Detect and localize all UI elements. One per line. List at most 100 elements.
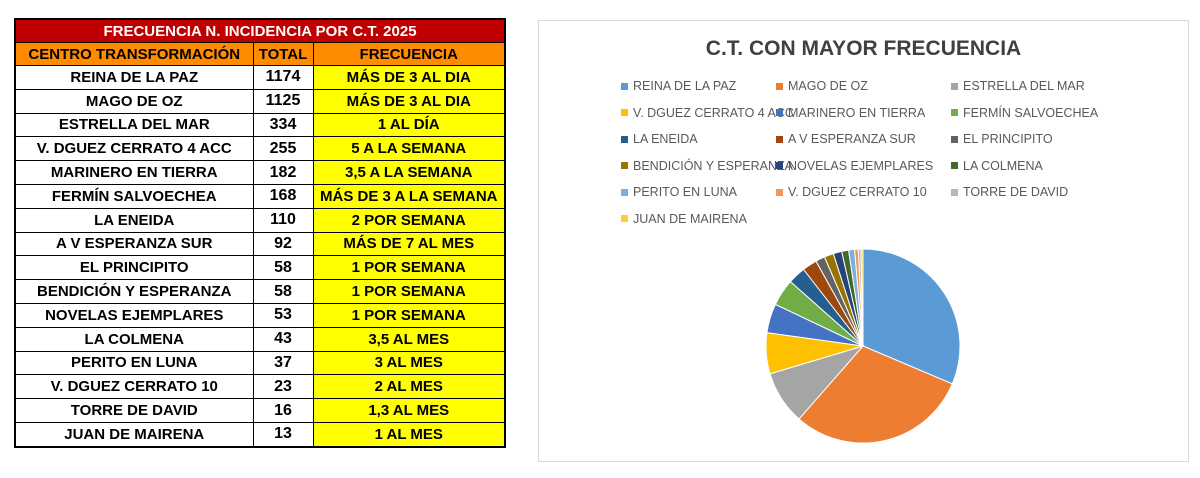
legend-swatch — [621, 162, 628, 169]
cell-total: 168 — [252, 183, 314, 209]
cell-total: 43 — [252, 326, 314, 352]
header-frecuencia: FRECUENCIA — [312, 42, 506, 66]
cell-total: 13 — [252, 421, 314, 448]
cell-centro: EL PRINCIPITO — [14, 255, 254, 281]
legend-label: BENDICIÓN Y ESPERANZA — [633, 158, 793, 173]
legend-swatch — [776, 109, 783, 116]
cell-total: 255 — [252, 136, 314, 162]
cell-centro: FERMÍN SALVOECHEA — [14, 183, 254, 209]
legend-swatch — [951, 109, 958, 116]
cell-total: 37 — [252, 350, 314, 376]
table-row: A V ESPERANZA SUR 92 MÁS DE 7 AL MES — [14, 231, 506, 257]
table-row: ESTRELLA DEL MAR 334 1 AL DÍA — [14, 112, 506, 138]
legend-swatch — [951, 162, 958, 169]
table-row: NOVELAS EJEMPLARES 53 1 POR SEMANA — [14, 302, 506, 328]
legend-label: MAGO DE OZ — [788, 79, 868, 93]
header-centro: CENTRO TRANSFORMACIÓN — [14, 42, 254, 66]
legend-label: LA COLMENA — [963, 158, 1043, 173]
legend-item: LA ENEIDA — [621, 132, 698, 146]
table-row: MARINERO EN TIERRA 182 3,5 A LA SEMANA — [14, 160, 506, 185]
legend-item: V. DGUEZ CERRATO 10 — [776, 185, 927, 199]
legend-label: JUAN DE MAIRENA — [633, 211, 747, 226]
legend-swatch — [776, 162, 783, 169]
legend-label: FERMÍN SALVOECHEA — [963, 105, 1099, 120]
table-row: BENDICIÓN Y ESPERANZA 58 1 POR SEMANA — [14, 279, 506, 304]
legend-item: FERMÍN SALVOECHEA — [951, 106, 1098, 120]
cell-total: 182 — [252, 160, 314, 185]
cell-total: 334 — [252, 112, 314, 138]
legend-swatch — [951, 135, 958, 143]
cell-frecuencia: 1 POR SEMANA — [312, 302, 506, 328]
legend-item: NOVELAS EJEMPLARES — [776, 159, 933, 173]
frequency-table: FRECUENCIA N. INCIDENCIA POR C.T. 2025 C… — [14, 18, 507, 448]
cell-frecuencia: MÁS DE 3 AL DIA — [312, 88, 506, 114]
cell-centro: MARINERO EN TIERRA — [14, 160, 254, 185]
legend-item: LA COLMENA — [951, 159, 1043, 173]
cell-centro: A V ESPERANZA SUR — [14, 231, 254, 257]
cell-centro: LA COLMENA — [14, 326, 254, 352]
legend-item: EL PRINCIPITO — [951, 132, 1053, 146]
cell-frecuencia: 2 AL MES — [312, 374, 506, 400]
cell-total: 53 — [252, 302, 314, 328]
table-row: V. DGUEZ CERRATO 10 23 2 AL MES — [14, 374, 506, 400]
legend-swatch — [951, 82, 958, 90]
legend-item: TORRE DE DAVID — [951, 185, 1068, 199]
table-row: LA COLMENA 43 3,5 AL MES — [14, 326, 506, 352]
cell-frecuencia: 1,3 AL MES — [312, 398, 506, 423]
cell-total: 1125 — [252, 88, 314, 114]
table-row: PERITO EN LUNA 37 3 AL MES — [14, 350, 506, 376]
cell-total: 16 — [252, 398, 314, 423]
cell-frecuencia: MÁS DE 7 AL MES — [312, 231, 506, 257]
legend-swatch — [621, 135, 628, 143]
pie-slice — [860, 248, 864, 347]
legend-item: MAGO DE OZ — [776, 79, 868, 93]
legend-label: MARINERO EN TIERRA — [788, 105, 926, 120]
legend-item: REINA DE LA PAZ — [621, 79, 736, 93]
legend-item: BENDICIÓN Y ESPERANZA — [621, 159, 793, 173]
cell-frecuencia: MÁS DE 3 A LA SEMANA — [312, 183, 506, 209]
cell-frecuencia: 1 POR SEMANA — [312, 279, 506, 304]
cell-total: 1174 — [252, 65, 314, 90]
table-row: EL PRINCIPITO 58 1 POR SEMANA — [14, 255, 506, 281]
table-row: TORRE DE DAVID 16 1,3 AL MES — [14, 398, 506, 423]
cell-centro: LA ENEIDA — [14, 207, 254, 233]
cell-frecuencia: 1 AL MES — [312, 421, 506, 448]
chart-panel: C.T. CON MAYOR FRECUENCIA REINA DE LA PA… — [538, 20, 1189, 462]
cell-frecuencia: MÁS DE 3 AL DIA — [312, 65, 506, 90]
table-row: MAGO DE OZ 1125 MÁS DE 3 AL DIA — [14, 88, 506, 114]
cell-frecuencia: 2 POR SEMANA — [312, 207, 506, 233]
legend-label: A V ESPERANZA SUR — [788, 132, 916, 146]
table-row: V. DGUEZ CERRATO 4 ACC 255 5 A LA SEMANA — [14, 136, 506, 162]
chart-title: C.T. CON MAYOR FRECUENCIA — [705, 37, 1022, 60]
legend-item: JUAN DE MAIRENA — [621, 212, 747, 226]
table-row: FERMÍN SALVOECHEA 168 MÁS DE 3 A LA SEMANA — [14, 183, 506, 209]
legend-label: TORRE DE DAVID — [963, 185, 1069, 199]
legend-swatch — [776, 188, 783, 196]
cell-centro: PERITO EN LUNA — [14, 350, 254, 376]
cell-frecuencia: 1 POR SEMANA — [312, 255, 506, 281]
table-row: JUAN DE MAIRENA 13 1 AL MES — [14, 421, 506, 448]
legend-item: V. DGUEZ CERRATO 4 ACC — [621, 106, 794, 120]
table-row: REINA DE LA PAZ 1174 MÁS DE 3 AL DIA — [14, 65, 506, 90]
cell-frecuencia: 3,5 AL MES — [312, 326, 506, 352]
legend-swatch — [621, 215, 628, 222]
legend-item: ESTRELLA DEL MAR — [951, 79, 1085, 93]
legend-label: NOVELAS EJEMPLARES — [788, 158, 934, 173]
legend-swatch — [776, 135, 783, 143]
legend-label: LA ENEIDA — [633, 132, 698, 146]
legend-swatch — [621, 109, 628, 116]
table-row: LA ENEIDA 110 2 POR SEMANA — [14, 207, 506, 233]
pie-slice — [798, 345, 953, 444]
cell-centro: TORRE DE DAVID — [14, 398, 254, 423]
legend-label: PERITO EN LUNA — [633, 185, 737, 199]
cell-centro: ESTRELLA DEL MAR — [14, 112, 254, 138]
cell-centro: MAGO DE OZ — [14, 88, 254, 114]
cell-frecuencia: 3 AL MES — [312, 350, 506, 376]
legend-item: A V ESPERANZA SUR — [776, 132, 916, 146]
legend-label: ESTRELLA DEL MAR — [963, 79, 1085, 93]
legend-swatch — [621, 188, 628, 196]
cell-total: 23 — [252, 374, 314, 400]
legend-item: PERITO EN LUNA — [621, 185, 737, 199]
table-title: FRECUENCIA N. INCIDENCIA POR C.T. 2025 — [14, 18, 506, 43]
cell-centro: JUAN DE MAIRENA — [14, 421, 254, 448]
